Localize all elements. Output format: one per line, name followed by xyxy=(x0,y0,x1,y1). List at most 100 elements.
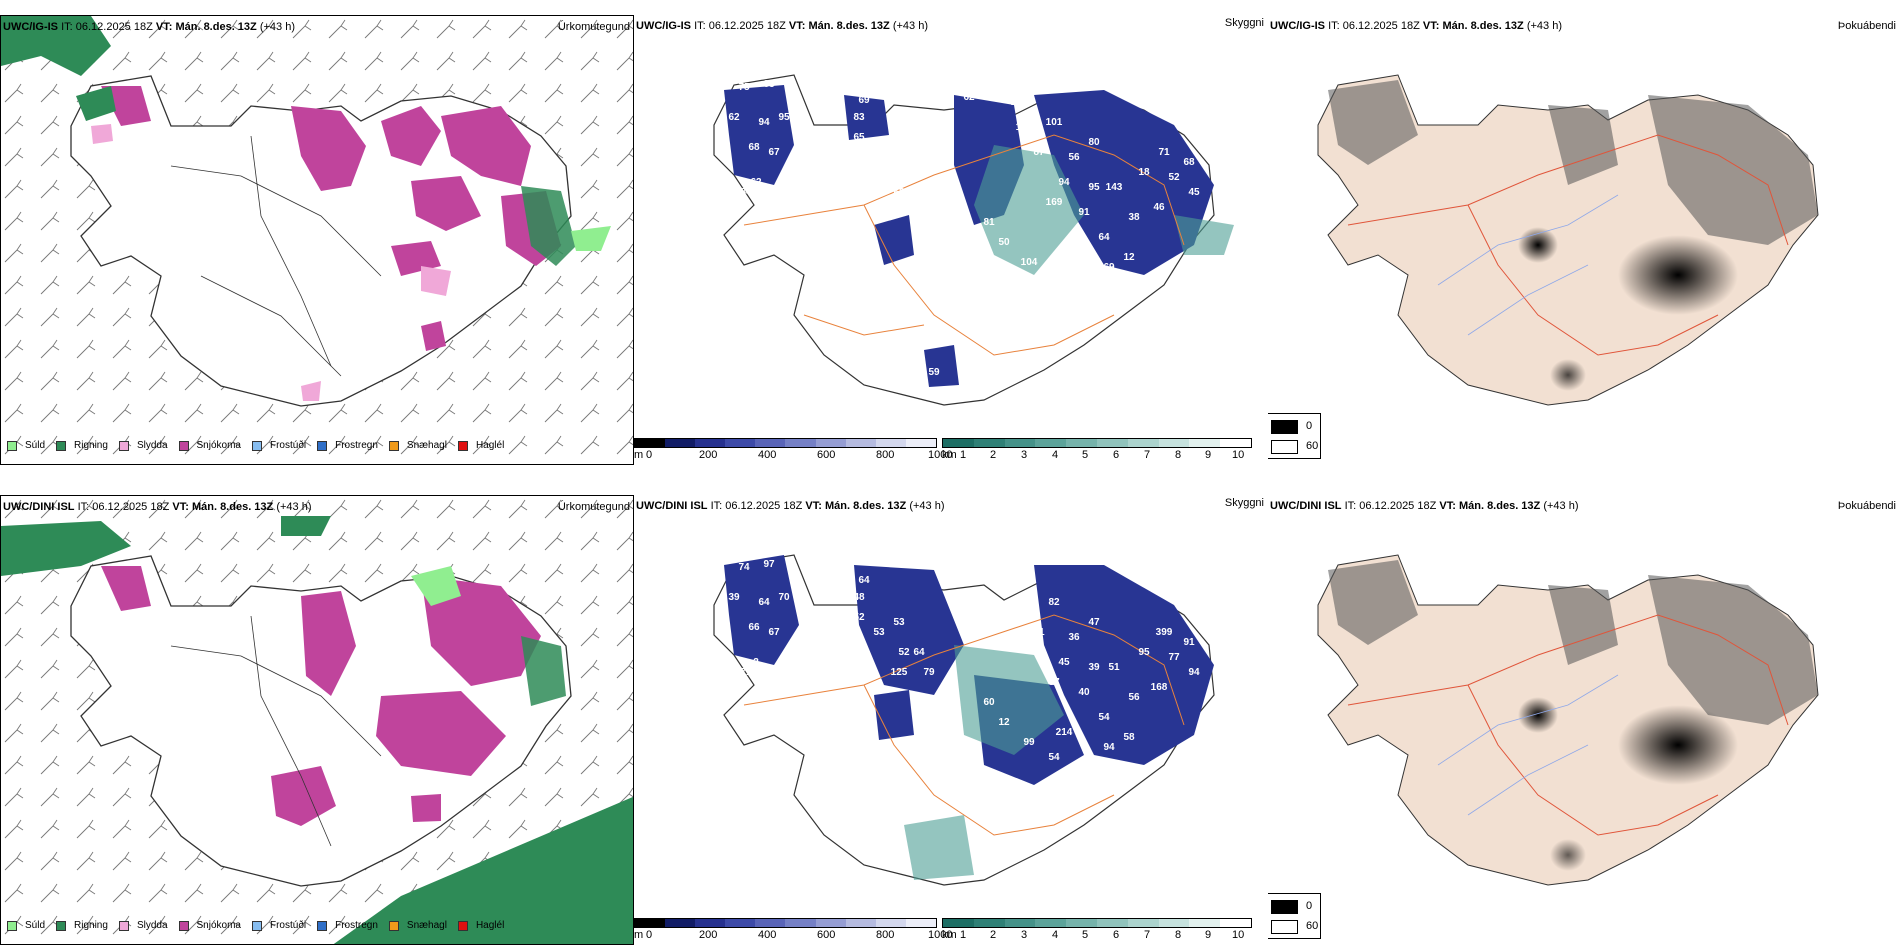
colorbar-m-labels: m 0 200 400 600 800 1000 xyxy=(634,929,952,943)
panel-header: UWC/DINI ISL IT: 06.12.2025 18Z VT: Mán.… xyxy=(636,500,945,513)
it-label: IT: xyxy=(1328,20,1340,32)
visibility-value: 145 xyxy=(1096,777,1113,788)
tick: 9 xyxy=(1205,449,1212,461)
visibility-value: 97 xyxy=(1128,287,1140,298)
swatch xyxy=(118,920,129,931)
panel-header: UWC/IG-IS IT: 06.12.2025 18Z VT: Mán. 8.… xyxy=(3,21,295,34)
fog-key-label: 60 xyxy=(1306,920,1319,932)
fog-key: 0 60 xyxy=(1268,413,1321,459)
legend-label: Haglél xyxy=(475,440,505,451)
visibility-value: 169 xyxy=(1046,197,1063,208)
visibility-title: Skyggni xyxy=(1224,497,1264,509)
legend-label: Snjókoma xyxy=(196,440,241,451)
visibility-value: 67 xyxy=(768,147,780,158)
fog-title: Þokuábendi xyxy=(1837,20,1896,32)
it-value: 06.12.2025 18Z xyxy=(1342,20,1420,32)
visibility-panel-bottom: 74 97 39 64 70 66 67 2 71 64 48 52 53 53 52 125 64 79 82 10… xyxy=(634,495,1268,945)
visibility-value: 91 xyxy=(1183,637,1195,648)
visibility-value: 75 xyxy=(923,187,935,198)
visibility-value: 52 xyxy=(853,612,865,623)
visibility-value: 36 xyxy=(1068,632,1080,643)
fog-panel-bottom: UWC/DINI ISL IT: 06.12.2025 18Z VT: Mán.… xyxy=(1268,495,1900,945)
precip-type-map-bottom xyxy=(1,496,633,944)
visibility-value: 2 xyxy=(753,657,759,668)
colorbar-unit: km xyxy=(942,929,957,941)
swatch xyxy=(251,440,262,451)
visibility-value: 125 xyxy=(891,667,908,678)
legend-item: Frostúði xyxy=(251,920,307,931)
tick: 4 xyxy=(1052,929,1059,941)
precip-legend: Súld Rigning Slydda Snjókoma Frostúði Fr… xyxy=(7,920,515,931)
tick: 9 xyxy=(1205,929,1212,941)
visibility-value: 168 xyxy=(1151,682,1168,693)
visibility-value: 40 xyxy=(1078,687,1090,698)
tick: 1000 xyxy=(928,449,953,461)
legend-label: Súld xyxy=(25,920,46,931)
it-value: 06.12.2025 18Z xyxy=(75,21,153,33)
precip-type-title: Úrkomutegund xyxy=(557,21,630,33)
legend-item: Snæhagl xyxy=(388,920,447,931)
visibility-value: 56 xyxy=(1068,152,1080,163)
tick: 4 xyxy=(1052,449,1059,461)
visibility-value: 87 xyxy=(1033,147,1045,158)
fog-key-label: 60 xyxy=(1306,440,1319,452)
visibility-value: 70 xyxy=(778,592,790,603)
legend-item: Rigning xyxy=(56,920,108,931)
visibility-value: 52 xyxy=(1168,172,1180,183)
tick: 1 xyxy=(960,449,967,461)
legend-label: Rigning xyxy=(74,440,108,451)
model-name: UWC/DINI ISL xyxy=(3,501,75,513)
vt-value: Mán. 8.des. 13Z xyxy=(824,500,907,512)
tick: 800 xyxy=(876,449,895,461)
visibility-value: 95 xyxy=(778,112,790,123)
vt-label: VT: xyxy=(788,20,806,32)
visibility-value: 101 xyxy=(1046,117,1063,128)
visibility-value: 84 xyxy=(740,187,752,198)
swatch xyxy=(7,440,17,451)
legend-item: Snæhagl xyxy=(388,440,447,451)
visibility-value: 75 xyxy=(738,82,750,93)
vt-label: VT: xyxy=(805,500,822,512)
it-value: 06.12.2025 18Z xyxy=(92,501,170,513)
legend-item: Snjókoma xyxy=(178,920,241,931)
visibility-value: 81 xyxy=(1033,627,1045,638)
vt-label: VT: xyxy=(1439,500,1456,512)
legend-item: Haglél xyxy=(457,440,505,451)
tick: 200 xyxy=(699,449,718,461)
fog-panel-top: UWC/IG-IS IT: 06.12.2025 18Z VT: Mán. 8.… xyxy=(1268,15,1900,465)
visibility-value: 69 xyxy=(1103,262,1115,273)
panel-header: UWC/IG-IS IT: 06.12.2025 18Z VT: Mán. 8.… xyxy=(636,20,928,33)
swatch xyxy=(118,440,129,451)
tick: 0 xyxy=(646,449,653,461)
visibility-value: 53 xyxy=(873,627,885,638)
tick: 1 xyxy=(960,929,967,941)
visibility-value: 39 xyxy=(1088,662,1100,673)
visibility-value: 214 xyxy=(1056,727,1073,738)
it-label: IT: xyxy=(1344,500,1357,512)
tick: 5 xyxy=(1082,449,1089,461)
vt-value: Mán. 8.des. 13Z xyxy=(1442,20,1524,32)
legend-item: Rigning xyxy=(56,440,108,451)
legend-item: Snjókoma xyxy=(178,440,241,451)
visibility-value: 69 xyxy=(858,95,870,106)
legend-label: Frostregn xyxy=(335,920,378,931)
swatch xyxy=(178,440,189,451)
visibility-value: 77 xyxy=(1168,652,1180,663)
legend-item: Frostregn xyxy=(317,440,378,451)
tick: 200 xyxy=(699,929,718,941)
legend-label: Frostúði xyxy=(269,920,307,931)
visibility-value: 50 xyxy=(873,147,885,158)
tick: 600 xyxy=(817,929,836,941)
visibility-value: 94 xyxy=(1188,667,1200,678)
legend-label: Súld xyxy=(25,440,46,451)
visibility-value: 12 xyxy=(998,717,1010,728)
legend-item: Slydda xyxy=(118,440,168,451)
visibility-value: 62 xyxy=(728,112,740,123)
fog-key-white xyxy=(1271,920,1298,934)
visibility-value: 143 xyxy=(1106,182,1123,193)
model-name: UWC/IG-IS xyxy=(1270,20,1325,32)
lead-time: (+43 h) xyxy=(259,21,295,33)
colorbar-m xyxy=(634,438,937,448)
swatch xyxy=(388,440,399,451)
tick: 400 xyxy=(758,449,777,461)
